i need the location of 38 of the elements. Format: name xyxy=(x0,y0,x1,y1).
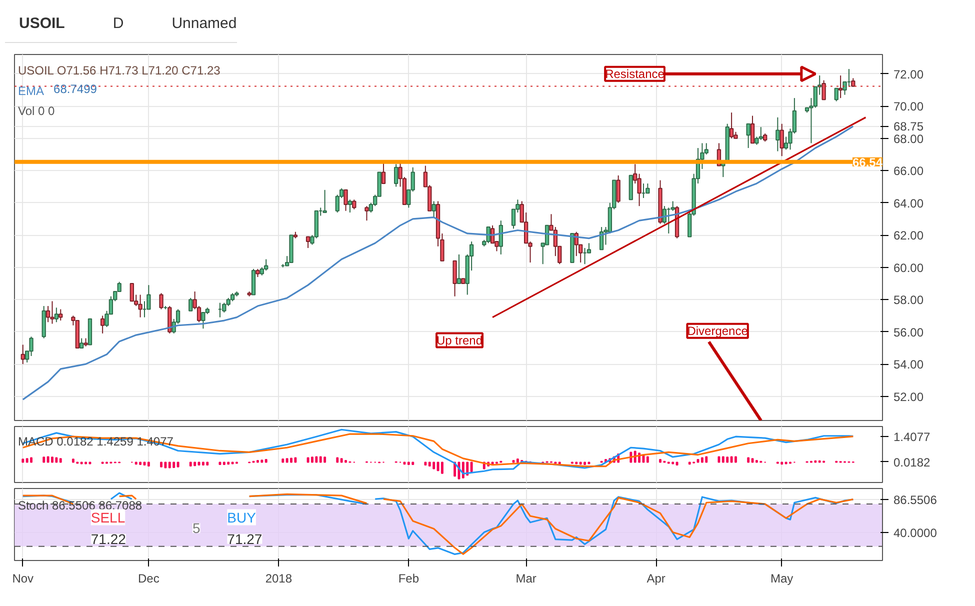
annotation: 71.27 xyxy=(227,530,262,547)
x-tick-label: May xyxy=(770,572,794,586)
text: EMA xyxy=(18,84,44,98)
x-tick-label: 2018 xyxy=(265,572,292,586)
y-tick-label: 72.00 xyxy=(894,67,924,82)
annotation: USOIL O71.56 H71.73 L71.20 C71.23 xyxy=(18,64,221,78)
annotation: 68.7499 xyxy=(54,82,98,96)
y-tick-label: 62.00 xyxy=(894,228,924,243)
x-tick-label: Nov xyxy=(12,572,34,586)
x-tick-label: Feb xyxy=(398,572,420,586)
annotation: SELL xyxy=(90,509,126,526)
annotation: 5 xyxy=(192,520,200,536)
y-tick-label: 54.00 xyxy=(894,358,924,372)
chart-title: USOIL xyxy=(19,14,65,34)
text: Unnamed xyxy=(172,14,237,34)
annotation: Resistance xyxy=(605,66,665,81)
y-tick-label: 68.75 xyxy=(894,120,924,134)
x-tick-label: Dec xyxy=(138,572,160,586)
annotation: BUY xyxy=(227,509,257,526)
y-tick-label: 66.00 xyxy=(894,164,924,178)
y-tick-label: 40.0000 xyxy=(894,526,938,540)
y-tick-label: 64.00 xyxy=(894,196,924,210)
annotation: 71.22 xyxy=(90,530,126,547)
y-tick-label: 68.00 xyxy=(894,132,924,146)
annotation: Divergence xyxy=(687,324,748,338)
y-tick-label: 70.00 xyxy=(894,100,924,114)
text: D xyxy=(112,14,124,34)
ref-line-label: 66.54 xyxy=(852,155,883,170)
y-tick-label: 1.4077 xyxy=(894,430,931,444)
y-tick-label: 60.00 xyxy=(894,260,924,275)
x-tick-label: Mar xyxy=(516,572,536,586)
y-tick-label: 58.00 xyxy=(894,293,924,308)
y-tick-label: 0.0182 xyxy=(894,455,931,470)
y-tick-label: 52.00 xyxy=(894,390,924,404)
y-tick-label: 86.5506 xyxy=(894,492,938,507)
annotation: Vol 0 0 xyxy=(18,104,55,118)
x-tick-label: Apr xyxy=(646,572,666,586)
y-tick-label: 56.00 xyxy=(894,325,924,340)
